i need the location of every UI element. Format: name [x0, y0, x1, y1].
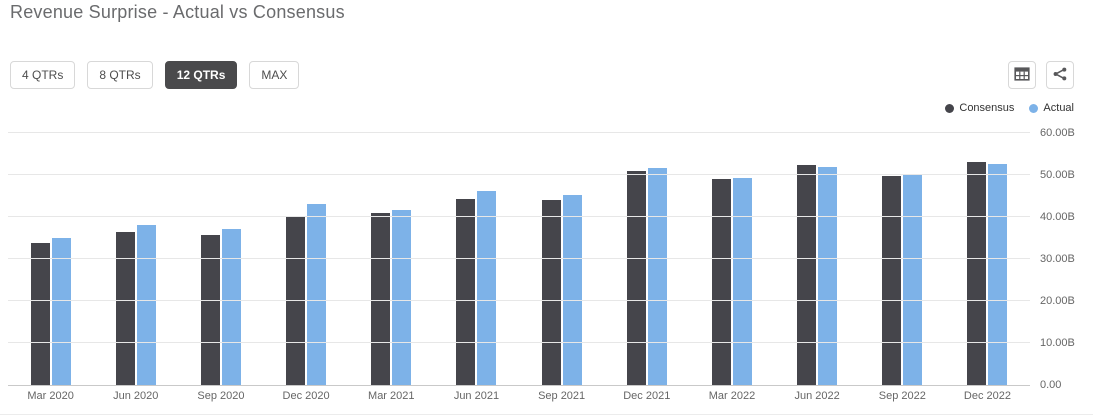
bar-actual-jun-2021[interactable] [477, 190, 497, 385]
range-button-8-qtrs[interactable]: 8 QTRs [87, 61, 153, 89]
legend-item-consensus[interactable]: Consensus [945, 102, 1014, 114]
legend-label: Consensus [959, 102, 1015, 114]
gridline-40 [8, 216, 1030, 217]
chart-legend: Consensus Actual [945, 102, 1074, 114]
bar-group-mar-2021 [349, 133, 434, 385]
bar-actual-jun-2022[interactable] [818, 167, 838, 385]
chart-plot-area [8, 132, 1030, 386]
bar-actual-jun-2020[interactable] [136, 225, 156, 385]
x-tick-label: Dec 2022 [963, 390, 1012, 402]
range-button-12-qtrs[interactable]: 12 QTRs [164, 61, 238, 89]
bar-consensus-jun-2021[interactable] [456, 198, 476, 385]
bar-actual-sep-2021[interactable] [562, 194, 582, 385]
x-tick-label: Dec 2021 [623, 390, 671, 402]
bar-consensus-sep-2021[interactable] [541, 200, 561, 385]
x-tick-label: Mar 2022 [708, 390, 756, 402]
page-title: Revenue Surprise - Actual vs Consensus [10, 2, 345, 22]
gridline-50 [8, 174, 1030, 175]
share-icon [1052, 66, 1068, 85]
y-tick-label: 50.00B [1040, 169, 1075, 181]
table-icon [1014, 66, 1030, 85]
chart-toolbar [1008, 61, 1074, 89]
bar-group-mar-2020 [8, 133, 93, 385]
bar-consensus-dec-2021[interactable] [626, 171, 646, 385]
gridline-60 [8, 132, 1030, 133]
bar-actual-dec-2021[interactable] [647, 167, 667, 385]
bar-group-sep-2021 [519, 133, 604, 385]
bottom-divider [0, 414, 1093, 415]
bar-actual-mar-2021[interactable] [392, 209, 412, 385]
gridline-30 [8, 258, 1030, 259]
bar-actual-dec-2020[interactable] [307, 203, 327, 385]
legend-marker-icon [1029, 103, 1039, 113]
y-tick-label: 10.00B [1040, 337, 1075, 349]
bar-group-dec-2022 [945, 133, 1030, 385]
bar-group-mar-2022 [689, 133, 774, 385]
bar-consensus-sep-2020[interactable] [200, 235, 220, 385]
bar-group-dec-2020 [264, 133, 349, 385]
x-tick-label: Mar 2020 [27, 390, 74, 402]
legend-item-actual[interactable]: Actual [1029, 102, 1074, 114]
table-view-button[interactable] [1008, 61, 1036, 89]
bar-actual-mar-2020[interactable] [51, 238, 71, 385]
bar-consensus-mar-2020[interactable] [30, 243, 50, 385]
bar-consensus-mar-2022[interactable] [711, 179, 731, 385]
gridline-0 [8, 385, 1030, 386]
share-button[interactable] [1046, 61, 1074, 89]
bar-group-jun-2020 [93, 133, 178, 385]
x-tick-label: Sep 2020 [197, 390, 245, 402]
bar-consensus-dec-2022[interactable] [967, 161, 987, 385]
bar-consensus-jun-2020[interactable] [115, 231, 135, 385]
x-tick-label: Jun 2022 [794, 390, 840, 402]
y-axis-labels: 0.00 10.00B 20.00B 30.00B 40.00B 50.00B 60.00B [1040, 0, 1090, 416]
x-axis-labels: Mar 2020 Jun 2020 Sep 2020 Dec 2020 Mar 2021… [8, 390, 1030, 402]
bar-consensus-jun-2022[interactable] [797, 165, 817, 385]
x-tick-label: Jun 2021 [453, 390, 500, 402]
gridline-20 [8, 300, 1030, 301]
bar-group-dec-2021 [604, 133, 689, 385]
x-tick-label: Sep 2021 [538, 390, 586, 402]
bar-consensus-mar-2021[interactable] [371, 212, 391, 385]
bar-actual-dec-2022[interactable] [988, 163, 1008, 385]
y-tick-label: 40.00B [1040, 211, 1075, 223]
x-tick-label: Sep 2022 [878, 390, 926, 402]
bar-actual-sep-2020[interactable] [221, 228, 241, 385]
x-tick-label: Jun 2020 [113, 390, 159, 402]
range-button-group: 4 QTRs 8 QTRs 12 QTRs MAX [10, 61, 300, 89]
bar-actual-sep-2022[interactable] [903, 174, 923, 385]
x-tick-label: Dec 2020 [282, 390, 330, 402]
range-button-max[interactable]: MAX [249, 61, 300, 89]
legend-marker-icon [945, 103, 955, 113]
bar-consensus-sep-2022[interactable] [882, 176, 902, 385]
gridline-10 [8, 342, 1030, 343]
y-tick-label: 20.00B [1040, 295, 1075, 307]
x-tick-label: Mar 2021 [368, 390, 415, 402]
bar-actual-mar-2022[interactable] [732, 177, 752, 385]
bar-group-jun-2022 [775, 133, 860, 385]
bar-group-jun-2021 [434, 133, 519, 385]
legend-label: Actual [1043, 102, 1074, 114]
range-button-4-qtrs[interactable]: 4 QTRs [10, 61, 76, 89]
bar-group-sep-2020 [178, 133, 263, 385]
bars-container [8, 133, 1030, 385]
y-tick-label: 0.00 [1040, 379, 1062, 391]
y-tick-label: 30.00B [1040, 253, 1075, 265]
bar-group-sep-2022 [860, 133, 945, 385]
y-tick-label: 60.00B [1040, 127, 1075, 139]
